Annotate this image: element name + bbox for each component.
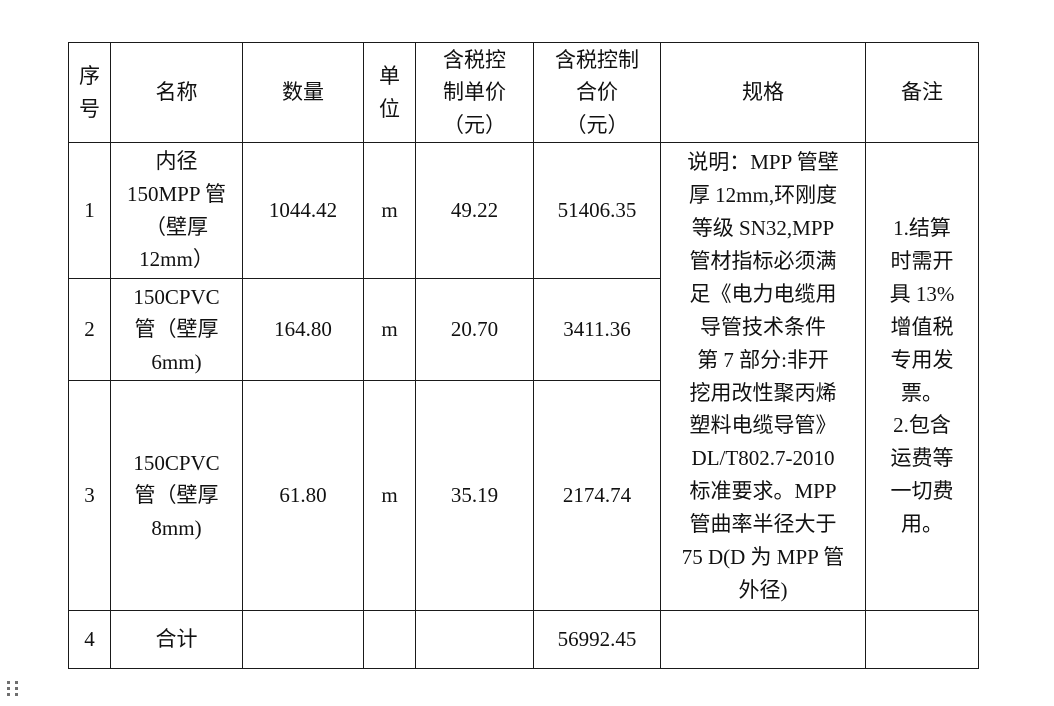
handle-dot [7, 687, 10, 690]
handle-dot [15, 681, 18, 684]
cell-unit [363, 610, 416, 669]
cell-index: 3 [68, 380, 111, 611]
cell-remark-merged: 1.结算 时需开 具 13% 增值税 专用发 票。 2.包含 运费等 一切费 用… [865, 142, 979, 611]
drag-handle-icon[interactable] [7, 681, 18, 696]
price-table: 序 号 名称 数量 单 位 含税控 制单价 （元） 含税控制 合价 （元） 规格… [68, 42, 979, 669]
cell-remark [865, 610, 979, 669]
handle-dot [15, 693, 18, 696]
cell-total-price: 56992.45 [533, 610, 661, 669]
header-unit-price: 含税控 制单价 （元） [415, 42, 534, 143]
handle-dot [7, 681, 10, 684]
cell-spec-merged: 说明：MPP 管壁 厚 12mm,环刚度 等级 SN32,MPP 管材指标必须满… [660, 142, 866, 611]
cell-unit: m [363, 380, 416, 611]
cell-total-price: 3411.36 [533, 278, 661, 381]
cell-name: 内径 150MPP 管 （壁厚 12mm） [110, 142, 243, 279]
handle-dot [7, 693, 10, 696]
header-unit: 单 位 [363, 42, 416, 143]
header-remark: 备注 [865, 42, 979, 143]
handle-dot [15, 687, 18, 690]
header-name: 名称 [110, 42, 243, 143]
table-row-total: 4 合计 56992.45 [68, 610, 979, 669]
cell-name: 150CPVC 管（壁厚 8mm) [110, 380, 243, 611]
table-row: 3 150CPVC 管（壁厚 8mm) 61.80 m 35.19 2174.7… [68, 380, 979, 611]
table-header-row: 序 号 名称 数量 单 位 含税控 制单价 （元） 含税控制 合价 （元） 规格… [68, 42, 979, 143]
cell-index: 2 [68, 278, 111, 381]
header-quantity: 数量 [242, 42, 364, 143]
cell-unit-price: 35.19 [415, 380, 534, 611]
cell-spec [660, 610, 866, 669]
cell-quantity: 164.80 [242, 278, 364, 381]
header-index: 序 号 [68, 42, 111, 143]
cell-unit-price [415, 610, 534, 669]
cell-name: 150CPVC 管（壁厚 6mm) [110, 278, 243, 381]
cell-unit: m [363, 278, 416, 381]
cell-index: 1 [68, 142, 111, 279]
cell-total-price: 51406.35 [533, 142, 661, 279]
cell-name: 合计 [110, 610, 243, 669]
cell-unit: m [363, 142, 416, 279]
table-row: 2 150CPVC 管（壁厚 6mm) 164.80 m 20.70 3411.… [68, 278, 979, 381]
header-spec: 规格 [660, 42, 866, 143]
cell-unit-price: 20.70 [415, 278, 534, 381]
cell-index: 4 [68, 610, 111, 669]
table-row: 1 内径 150MPP 管 （壁厚 12mm） 1044.42 m 49.22 … [68, 142, 979, 611]
cell-quantity: 1044.42 [242, 142, 364, 279]
cell-total-price: 2174.74 [533, 380, 661, 611]
header-total-price: 含税控制 合价 （元） [533, 42, 661, 143]
cell-quantity: 61.80 [242, 380, 364, 611]
cell-unit-price: 49.22 [415, 142, 534, 279]
cell-quantity [242, 610, 364, 669]
